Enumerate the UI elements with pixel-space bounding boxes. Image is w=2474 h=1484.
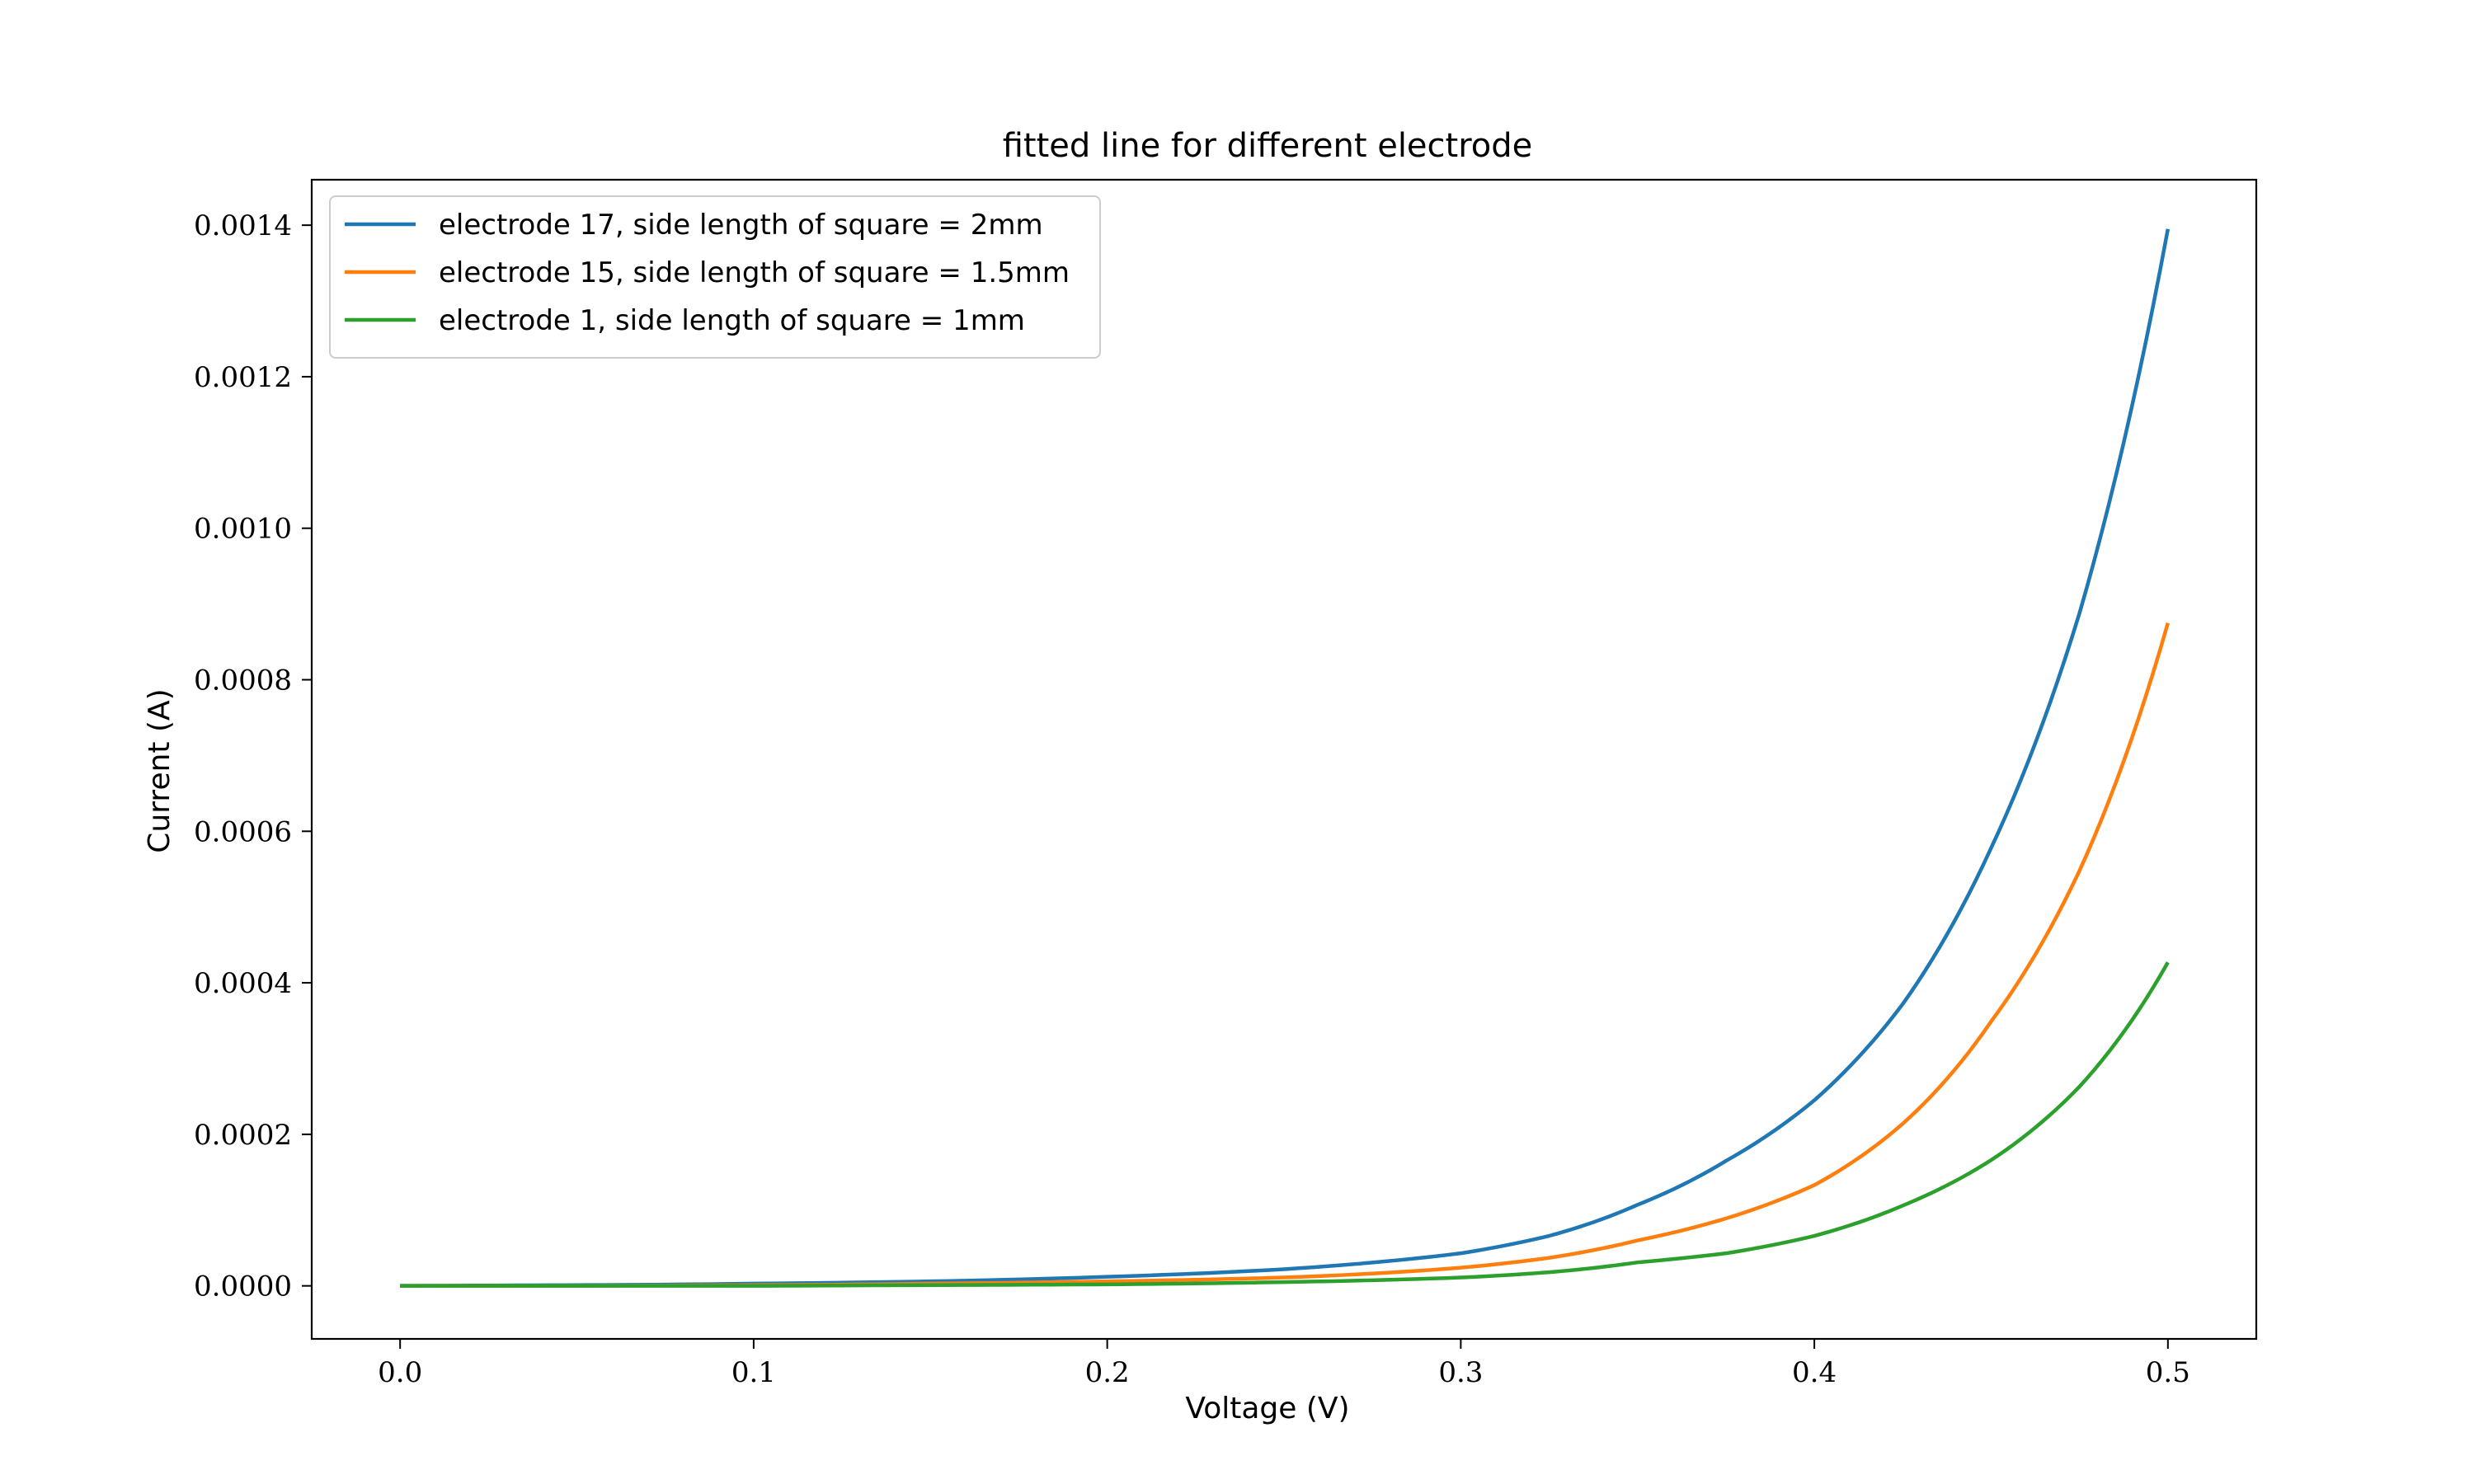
chart-title: fitted line for different electrode — [1003, 127, 1533, 165]
y-tick-label: 0.0008 — [194, 665, 292, 697]
legend-box — [329, 195, 1101, 359]
series-line-3 — [400, 961, 2170, 1288]
x-tick-label: 0.0 — [378, 1356, 422, 1389]
y-tick-label: 0.0012 — [194, 361, 292, 394]
x-tick-label: 0.3 — [1438, 1356, 1483, 1389]
x-tick-label: 0.2 — [1085, 1356, 1130, 1389]
x-tick-label: 0.5 — [2146, 1356, 2190, 1389]
y-tick-label: 0.0004 — [194, 967, 292, 1000]
series-layer — [400, 228, 2171, 1288]
y-tick-label: 0.0002 — [194, 1119, 292, 1152]
legend-label-1: electrode 17, side length of square = 2m… — [439, 209, 1043, 242]
plot-frame — [310, 178, 2258, 1341]
axes-layer: 0.0 0.1 0.2 0.3 0.4 0.5 0.0000 0.0002 0.0004 0.00… — [194, 178, 2258, 1389]
y-tick-label: 0.0000 — [194, 1270, 292, 1303]
y-axis-label: Current (A) — [143, 688, 176, 852]
legend-label-3: electrode 1, side length of square = 1mm — [439, 304, 1025, 337]
y-tick-label: 0.0014 — [194, 209, 292, 242]
x-axis-label: Voltage (V) — [1185, 1392, 1349, 1425]
legend: electrode 17, side length of square = 2m… — [329, 195, 1101, 359]
legend-label-2: electrode 15, side length of square = 1.… — [439, 256, 1070, 289]
x-tick-label: 0.1 — [731, 1356, 776, 1389]
y-tick-label: 0.0010 — [194, 513, 292, 546]
x-tick-label: 0.4 — [1792, 1356, 1837, 1389]
y-tick-label: 0.0006 — [194, 815, 292, 848]
